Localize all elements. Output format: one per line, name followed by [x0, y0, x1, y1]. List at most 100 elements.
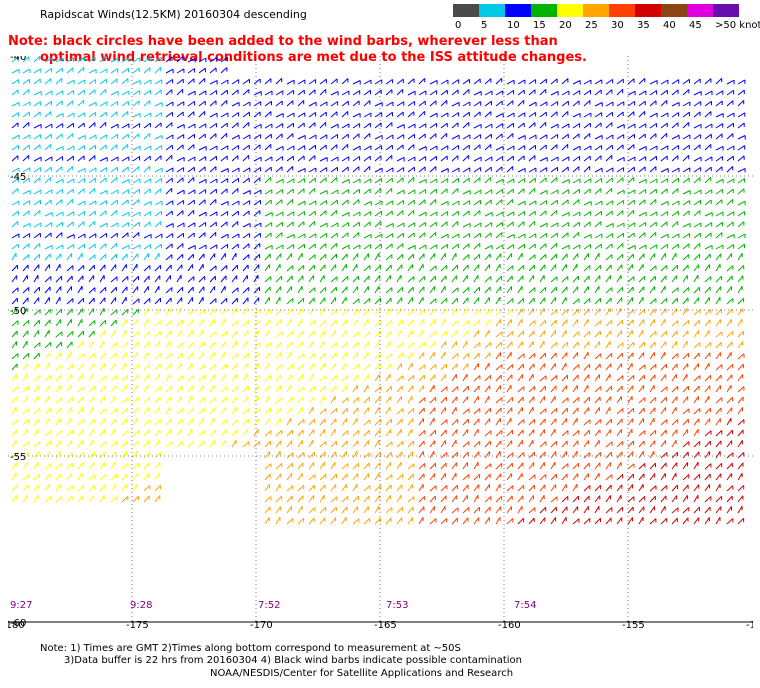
wind-barb — [517, 79, 526, 85]
wind-barb — [264, 430, 272, 437]
wind-barb — [462, 451, 469, 459]
wind-barb — [253, 243, 261, 250]
wind-barb — [671, 89, 679, 96]
wind-barb — [594, 285, 600, 294]
wind-barb — [627, 245, 636, 250]
wind-barb — [583, 506, 589, 514]
wind-barb — [55, 244, 64, 250]
wind-barb — [132, 188, 140, 195]
wind-barb — [308, 220, 316, 228]
wind-barb — [682, 484, 689, 492]
wind-barb — [517, 167, 526, 173]
wind-barb — [209, 145, 218, 151]
wind-barb — [319, 297, 326, 305]
wind-barb — [198, 308, 206, 316]
wind-barb — [352, 473, 359, 481]
wind-barb — [451, 287, 459, 294]
wind-barb — [407, 199, 415, 206]
wind-barb — [11, 112, 20, 118]
wind-barb — [77, 318, 83, 327]
wind-barb — [176, 253, 184, 261]
wind-barb — [594, 233, 603, 239]
wind-barb — [154, 134, 163, 140]
wind-barb — [88, 155, 96, 162]
wind-barb — [550, 517, 557, 525]
wind-barb — [715, 483, 721, 492]
wind-barb — [561, 329, 567, 338]
wind-barb — [33, 297, 40, 305]
wind-barb — [363, 275, 370, 283]
wind-barb — [154, 112, 163, 118]
wind-barb — [385, 517, 392, 525]
wind-barb — [385, 111, 393, 118]
wind-barb — [242, 264, 249, 272]
wind-barb — [550, 222, 559, 228]
wind-barb — [374, 134, 383, 140]
wind-barb — [660, 221, 668, 228]
wind-barb — [55, 156, 64, 162]
wind-barb — [715, 133, 723, 140]
wind-barb — [660, 386, 668, 393]
wind-barb — [44, 133, 52, 140]
wind-barb — [506, 308, 513, 316]
wind-barb — [66, 89, 75, 96]
wind-barb — [737, 275, 744, 283]
wind-barb — [726, 253, 733, 261]
wind-barb — [22, 373, 28, 382]
wind-barb — [44, 144, 52, 151]
wind-barb — [528, 406, 534, 415]
latitude-label: -50 — [10, 306, 26, 317]
wind-barb — [726, 145, 735, 151]
wind-barb — [11, 462, 18, 470]
wind-barb — [528, 353, 536, 360]
wind-barb — [418, 506, 425, 514]
map-grid — [8, 56, 753, 622]
wind-barb — [440, 452, 448, 459]
wind-barb — [682, 144, 690, 151]
wind-barb — [726, 265, 734, 272]
wind-barb — [726, 112, 735, 118]
wind-barb — [418, 385, 425, 393]
wind-barb — [363, 89, 371, 96]
wind-barb — [11, 69, 20, 74]
wind-barb — [528, 188, 536, 195]
wind-barb — [110, 330, 116, 338]
wind-barb — [539, 429, 545, 437]
wind-barb — [528, 111, 537, 118]
wind-barb — [715, 253, 722, 261]
wind-barb — [165, 287, 173, 294]
wind-barb — [77, 99, 85, 107]
wind-barb — [253, 111, 261, 118]
wind-barb — [44, 484, 50, 492]
wind-barb — [649, 112, 658, 118]
wind-barb — [330, 199, 338, 206]
wind-barb — [286, 429, 293, 437]
wind-barb — [495, 450, 501, 459]
wind-barb — [572, 188, 580, 195]
wind-barb — [22, 363, 29, 371]
wind-barb — [495, 462, 503, 470]
wind-barb — [308, 385, 316, 393]
wind-barb — [187, 222, 196, 228]
wind-barb — [220, 275, 227, 283]
wind-barb — [495, 385, 501, 393]
wind-barb — [704, 111, 712, 118]
wind-barb — [572, 331, 580, 338]
wind-barb — [154, 429, 161, 437]
wind-barb — [693, 418, 700, 426]
wind-barb — [418, 263, 424, 272]
wind-barb — [44, 244, 53, 250]
wind-barb — [737, 135, 746, 140]
wind-barb — [627, 309, 635, 316]
wind-barb — [275, 319, 282, 327]
wind-barb — [407, 342, 415, 349]
wind-barb — [330, 177, 338, 184]
wind-barb — [33, 440, 41, 448]
wind-barb — [484, 473, 491, 481]
wind-barb — [308, 155, 316, 162]
wind-barb — [341, 100, 349, 107]
wind-barb — [429, 450, 435, 459]
wind-barb — [627, 418, 634, 426]
wind-barb — [363, 363, 371, 371]
wind-barb — [418, 418, 424, 426]
